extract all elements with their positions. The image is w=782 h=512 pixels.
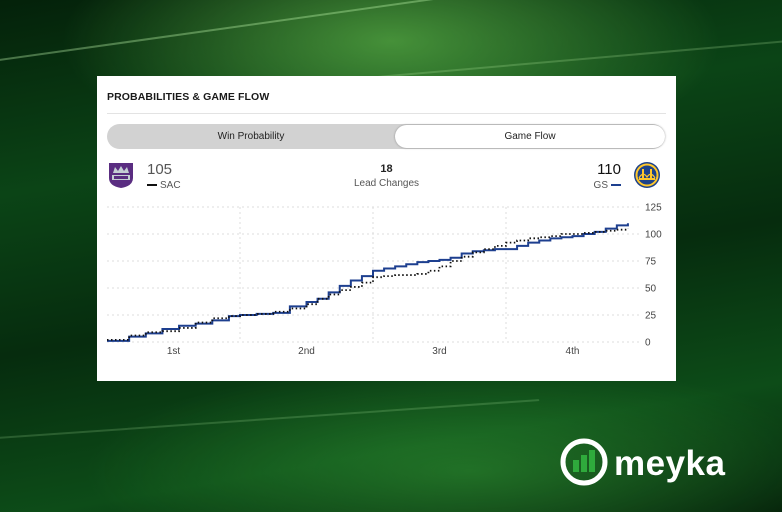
x-tick-label: 1st bbox=[167, 346, 181, 357]
gs-line-key bbox=[611, 184, 621, 187]
tab-game-flow[interactable]: Game Flow bbox=[395, 125, 665, 148]
background-streak bbox=[0, 0, 478, 67]
series-line-gs bbox=[107, 223, 629, 342]
y-tick-label: 25 bbox=[645, 311, 657, 322]
x-tick-label: 3rd bbox=[432, 346, 446, 357]
sac-line-key bbox=[147, 184, 157, 187]
card-title: PROBABILITIES & GAME FLOW bbox=[107, 91, 270, 103]
title-divider bbox=[107, 113, 666, 114]
sac-score: 105 bbox=[147, 161, 173, 178]
background-streak bbox=[0, 399, 540, 443]
series-line-sac bbox=[107, 228, 629, 341]
x-tick-label: 2nd bbox=[298, 346, 315, 357]
x-tick-label: 4th bbox=[566, 346, 580, 357]
view-toggle: Win Probability Game Flow bbox=[107, 124, 665, 149]
brand-name: meyka bbox=[614, 444, 726, 483]
gs-abbr: GS bbox=[593, 180, 608, 191]
gs-legend: GS bbox=[594, 180, 621, 191]
game-flow-card: PROBABILITIES & GAME FLOW Win Probabilit… bbox=[97, 76, 676, 381]
sac-abbr: SAC bbox=[160, 180, 181, 191]
tab-win-probability[interactable]: Win Probability bbox=[217, 131, 285, 142]
y-tick-label: 0 bbox=[645, 338, 651, 349]
y-tick-label: 75 bbox=[645, 257, 657, 268]
warriors-bridge-logo bbox=[634, 162, 660, 188]
y-tick-label: 100 bbox=[645, 230, 662, 241]
sac-legend: SAC bbox=[147, 180, 181, 191]
kings-crown-shield-logo bbox=[109, 163, 133, 188]
lead-changes-count: 18 bbox=[380, 163, 393, 175]
y-tick-label: 50 bbox=[645, 284, 657, 295]
gs-score: 110 bbox=[597, 161, 621, 178]
game-flow-chart: 0 25 50 75 100 125 1st 2nd 3rd 4th bbox=[107, 203, 662, 357]
meyka-chart-logo bbox=[560, 438, 608, 486]
lead-changes-label: Lead Changes bbox=[353, 178, 420, 189]
y-tick-label: 125 bbox=[645, 203, 662, 214]
